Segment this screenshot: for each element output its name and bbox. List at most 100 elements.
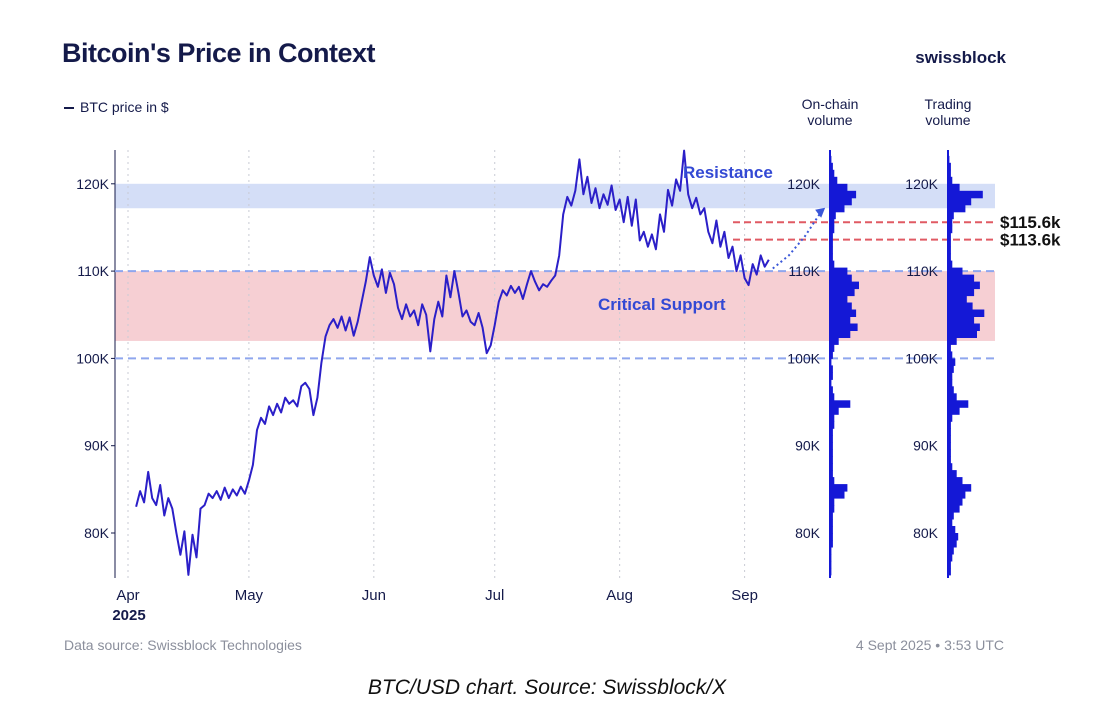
trading-volume-bar xyxy=(948,239,951,248)
trading-volume-bar xyxy=(948,183,960,192)
x-tick-label: Sep xyxy=(731,587,758,604)
trading-volume-bar xyxy=(948,470,957,478)
trading-volume-bar xyxy=(948,302,973,310)
trading-volume-bar xyxy=(948,386,954,394)
trading-volume-bar xyxy=(948,316,975,324)
onchain-volume-bar xyxy=(830,246,833,255)
x-tick-label: May xyxy=(235,587,264,604)
onchain-volume-title: On-chain volume xyxy=(785,96,875,128)
trading-volume-tick-label: 110K xyxy=(906,263,938,279)
onchain-volume-bar xyxy=(830,225,835,234)
onchain-volume-bar xyxy=(830,407,839,415)
onchain-volume-bar xyxy=(830,197,852,206)
onchain-volume-bar xyxy=(830,183,848,192)
trading-volume-bar xyxy=(948,211,954,220)
y-tick-label: 90K xyxy=(84,438,110,454)
price-chart: 80K 90K 100K 110K 120K Apr 2025 May Jun Jul Aug Sep… xyxy=(76,149,1061,624)
trading-volume-bar xyxy=(948,365,954,373)
trading-volume-bar xyxy=(948,400,969,408)
trading-volume-bar xyxy=(948,204,966,213)
trading-volume-bar xyxy=(948,358,956,366)
x-year-label: 2025 xyxy=(112,607,145,624)
onchain-volume-bar xyxy=(830,400,851,408)
onchain-volume-tick-label: 120K xyxy=(787,176,820,192)
onchain-volume-bar xyxy=(830,344,835,352)
onchain-volume-title-line2: volume xyxy=(807,112,853,128)
onchain-volume-bar xyxy=(830,302,852,310)
trading-volume-bar xyxy=(948,176,953,185)
onchain-volume-bar xyxy=(830,379,832,387)
onchain-volume-bar xyxy=(830,554,832,562)
trading-volume-bar xyxy=(948,435,951,443)
trading-volume-bar xyxy=(948,407,960,415)
trading-volume-bar xyxy=(948,554,953,562)
onchain-volume-bar xyxy=(830,567,832,576)
trading-volume-bar xyxy=(948,484,972,492)
trading-volume-bar xyxy=(948,560,951,569)
y-tick-label: 80K xyxy=(84,525,110,541)
onchain-volume-bar xyxy=(830,253,833,262)
trading-volume-bar xyxy=(948,463,953,471)
band-resistance xyxy=(115,183,995,209)
trading-volume-bar xyxy=(948,288,975,297)
projection-arrowhead xyxy=(815,207,826,218)
trading-volume-bar xyxy=(948,218,953,227)
trading-volume-bar xyxy=(948,498,963,506)
onchain-volume-bar xyxy=(830,449,833,457)
brand-logo: swissblock xyxy=(915,48,1006,67)
image-caption: BTC/USD chart. Source: Swissblock/X xyxy=(367,676,727,699)
onchain-volume-bar xyxy=(830,330,851,338)
trading-volume-bar xyxy=(948,372,953,380)
trading-volume-bar xyxy=(948,428,951,436)
x-tick-label: Jul xyxy=(485,587,504,604)
y-tick-label: 100K xyxy=(76,350,109,366)
annotation-critical-support: Critical Support xyxy=(598,295,726,314)
trading-volume-bar xyxy=(948,169,951,178)
trading-volume-bar xyxy=(948,379,953,387)
onchain-volume-bar xyxy=(830,358,832,366)
onchain-volume-bar xyxy=(830,211,836,220)
trading-volume-title-line1: Trading xyxy=(924,96,972,112)
onchain-volume-bar xyxy=(830,470,833,478)
trading-volume-bar xyxy=(948,274,975,283)
legend-swatch xyxy=(64,107,74,110)
legend: BTC price in $ xyxy=(64,99,169,115)
chart-card: Bitcoin's Price in Context swissblock BT… xyxy=(62,38,1062,653)
onchain-volume-bar xyxy=(830,274,852,283)
onchain-volume-bar xyxy=(830,351,833,359)
onchain-volume-bar xyxy=(830,428,833,436)
trading-volume-bar xyxy=(948,323,980,331)
onchain-volume-bar xyxy=(830,519,833,527)
onchain-volume-tick-label: 90K xyxy=(795,438,821,454)
onchain-volume-bar xyxy=(830,463,833,471)
trading-volume-bar xyxy=(948,567,951,576)
price-line xyxy=(135,149,770,576)
trading-volume-bar xyxy=(948,267,963,276)
trading-volume-bar xyxy=(948,253,951,262)
onchain-volume-bar xyxy=(830,260,835,269)
onchain-volume-bar xyxy=(830,435,833,443)
onchain-volume-bar xyxy=(830,505,835,513)
onchain-volume-bar xyxy=(830,162,833,171)
trading-volume-bar xyxy=(948,442,951,450)
onchain-volume-bar xyxy=(830,337,839,345)
trading-volume-tick-label: 90K xyxy=(913,438,939,454)
trading-volume-bar xyxy=(948,414,953,422)
y-tick-label: 110K xyxy=(77,263,109,279)
onchain-volume-bar xyxy=(830,533,833,541)
onchain-volume-bar xyxy=(830,386,833,394)
trading-volume-bar xyxy=(948,337,957,345)
target-label: $113.6k xyxy=(1000,231,1061,250)
onchain-volume-tick-label: 110K xyxy=(788,263,820,279)
chart-title: Bitcoin's Price in Context xyxy=(62,38,375,68)
onchain-volume-bar xyxy=(830,393,835,401)
onchain-volume-bar xyxy=(830,540,833,548)
onchain-volume-bar xyxy=(830,288,855,297)
onchain-volume-bar xyxy=(830,365,833,373)
trading-volume-bar xyxy=(948,295,967,303)
onchain-volume-bar xyxy=(830,232,833,241)
onchain-volume-bar xyxy=(830,204,845,213)
trading-volume-bar xyxy=(948,281,980,290)
onchain-volume-bar xyxy=(830,316,851,324)
projection-line xyxy=(772,211,823,270)
